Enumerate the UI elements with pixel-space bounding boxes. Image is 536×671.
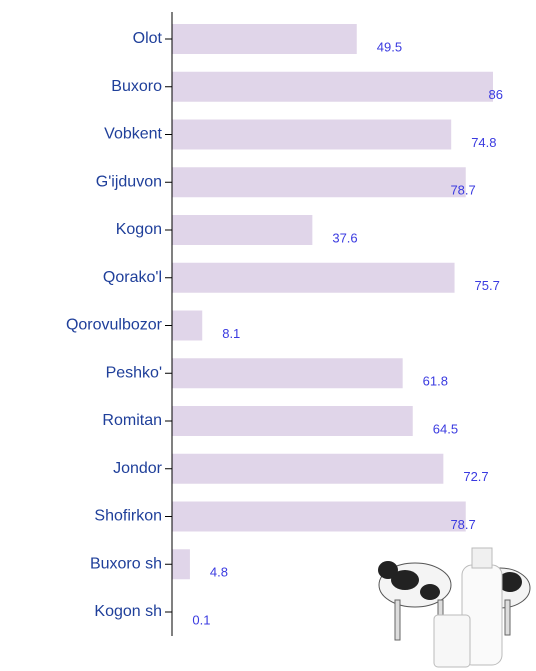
value-label: 72.7: [463, 469, 488, 484]
cow-milk-illustration: [378, 548, 530, 667]
value-label: 4.8: [210, 565, 228, 580]
value-label: 78.7: [450, 517, 475, 532]
category-label: Buxoro sh: [90, 555, 162, 572]
bar: [172, 406, 413, 436]
category-label: Qorako'l: [103, 269, 162, 286]
value-label: 0.1: [192, 612, 210, 627]
category-label: Peshko': [106, 364, 162, 381]
value-label: 37.6: [332, 230, 357, 245]
value-label: 64.5: [433, 421, 458, 436]
bar: [172, 263, 455, 293]
value-label: 75.7: [475, 278, 500, 293]
category-label: Kogon: [116, 221, 162, 238]
bar: [172, 358, 403, 388]
category-label: Jondor: [113, 460, 163, 477]
value-label: 61.8: [423, 374, 448, 389]
category-label: G'ijduvon: [96, 173, 162, 190]
bar: [172, 120, 451, 150]
category-label: Vobkent: [104, 126, 162, 143]
category-label: Kogon sh: [94, 603, 162, 620]
value-label: 86: [489, 87, 503, 102]
category-label: Olot: [133, 30, 163, 47]
bar: [172, 167, 466, 197]
value-label: 74.8: [471, 135, 496, 150]
category-label: Shofirkon: [94, 508, 162, 525]
bar: [172, 215, 312, 245]
bar: [172, 454, 443, 484]
bar: [172, 72, 493, 102]
bar: [172, 24, 357, 54]
value-label: 49.5: [377, 39, 402, 54]
bar: [172, 311, 202, 341]
category-label: Qorovulbozor: [66, 317, 163, 334]
value-label: 8.1: [222, 326, 240, 341]
bar: [172, 549, 190, 579]
category-label: Romitan: [102, 412, 162, 429]
value-label: 78.7: [450, 183, 475, 198]
bar: [172, 502, 466, 532]
page: {"chart_data": {"type": "bar", "orientat…: [0, 0, 536, 671]
chart: Olot 49.5 Buxoro 86 Vobkent 74.8 G'ijduvon 78.7…: [0, 0, 536, 671]
category-label: Buxoro: [111, 78, 162, 95]
